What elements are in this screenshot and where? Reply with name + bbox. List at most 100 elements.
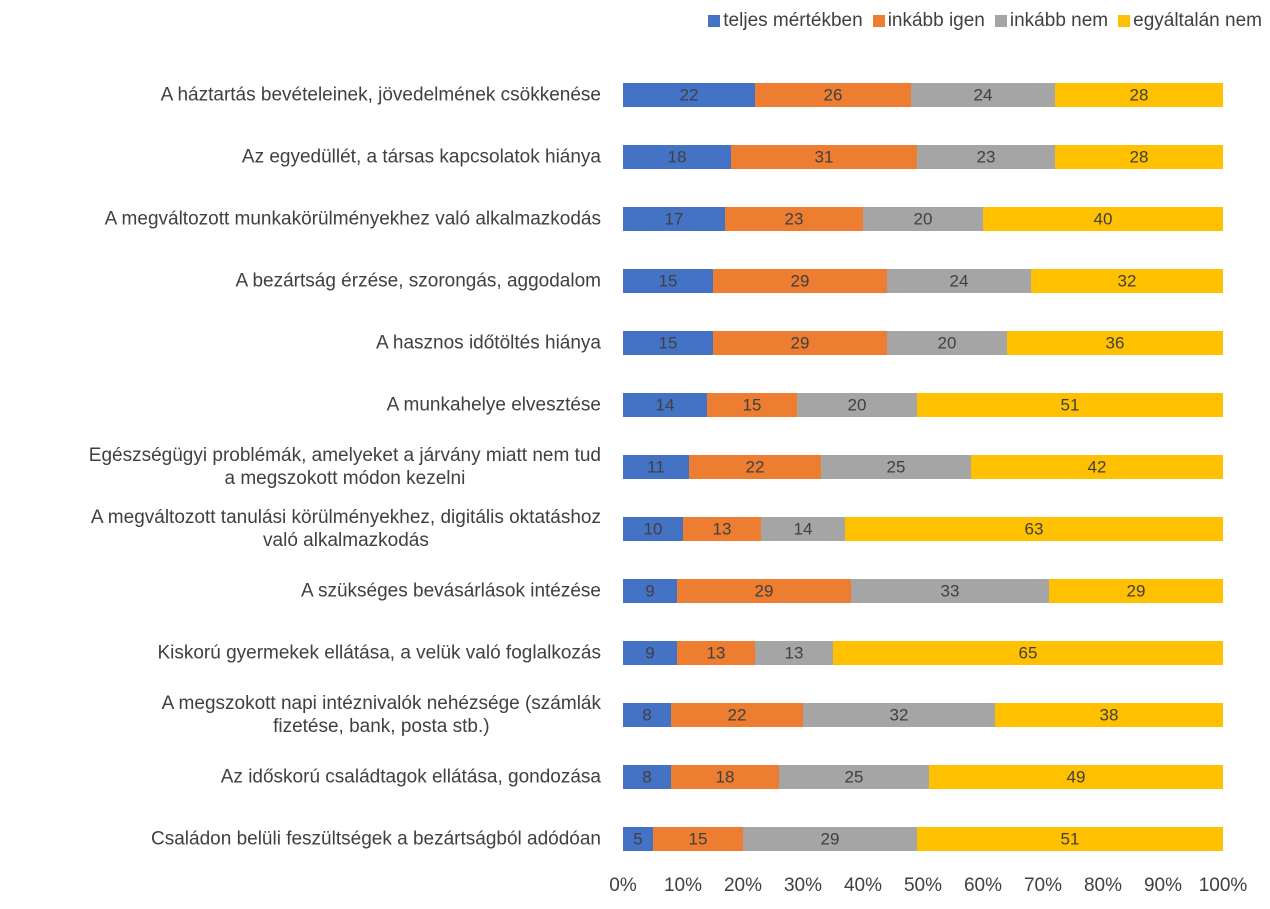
bar-segment [917,827,1223,851]
data-label: 28 [1130,147,1149,166]
category-label: A hasznos időtöltés hiánya [376,332,601,354]
data-label: 25 [845,767,864,786]
bar-segment [803,703,995,727]
bar-segment [653,827,743,851]
data-label: 18 [668,147,687,166]
data-label: 49 [1067,767,1086,786]
category-label: Az időskorú családtagok ellátása, gondoz… [220,766,601,788]
data-label: 40 [1094,209,1113,228]
bar-segment [623,827,653,851]
data-label: 15 [659,271,678,290]
bar-segment [623,269,713,293]
bar-segment [623,517,683,541]
bar-segment [623,331,713,355]
data-label: 20 [938,333,957,352]
bar-segment [623,393,707,417]
bar-segment [623,455,689,479]
data-label: 29 [1127,581,1146,600]
data-label: 8 [642,767,651,786]
data-label: 11 [647,457,665,476]
data-label: 20 [848,395,867,414]
category-label: A szükséges bevásárlások intézése [301,580,601,602]
category-label: Kiskorú gyermekek ellátása, a velük való… [157,642,601,664]
legend-label: teljes mértékben [723,10,863,31]
bar-segment [743,827,917,851]
data-label: 23 [977,147,996,166]
category-label: A megváltozott tanulási körülményekhez, … [90,507,601,551]
bar-segment [623,703,671,727]
bar-segment [971,455,1223,479]
data-label: 14 [656,395,675,414]
bar-segment [623,207,725,231]
bar-segment [917,393,1223,417]
bar-segment [983,207,1223,231]
data-label: 22 [746,457,765,476]
bar-segment [671,703,803,727]
bar-segment [725,207,863,231]
data-label: 51 [1061,395,1080,414]
x-tick-label: 30% [784,875,822,896]
bar-segment [623,579,677,603]
bar-segment [917,145,1055,169]
category-label: A bezártság érzése, szorongás, aggodalom [235,270,601,292]
data-label: 51 [1061,829,1080,848]
bar-segment [713,331,887,355]
x-tick-label: 60% [964,875,1002,896]
data-label: 13 [707,643,726,662]
data-label: 29 [791,271,810,290]
x-tick-label: 10% [664,875,702,896]
legend: teljes mértékben inkább igen inkább nem egy… [708,10,1262,32]
data-label: 20 [914,209,933,228]
data-label: 65 [1019,643,1038,662]
legend-swatch [994,15,1007,27]
data-label: 14 [794,519,813,538]
data-label: 31 [815,147,834,166]
bar-segment [713,269,887,293]
legend-item: inkább igen [872,10,985,32]
bar-segment [755,641,833,665]
bar-segment [797,393,917,417]
bar-segment [887,269,1031,293]
data-label: 10 [644,519,663,538]
data-label: 8 [642,705,651,724]
bar-segment [671,765,779,789]
data-label: 13 [713,519,732,538]
x-tick-label: 70% [1024,875,1062,896]
data-label: 24 [950,271,969,290]
x-tick-label: 100% [1199,875,1248,896]
bar-segment [683,517,761,541]
legend-label: egyáltalán nem [1133,10,1262,31]
bar-segment [761,517,845,541]
bar-segment [623,83,755,107]
data-label: 15 [689,829,708,848]
data-label: 29 [755,581,774,600]
legend-item: teljes mértékben [708,10,863,32]
bar-segment [623,145,731,169]
data-label: 15 [659,333,678,352]
data-label: 18 [716,767,735,786]
x-tick-label: 20% [724,875,762,896]
bar-segment [731,145,917,169]
data-label: 36 [1106,333,1125,352]
data-label: 63 [1025,519,1044,538]
data-label: 9 [645,643,654,662]
data-label: 25 [887,457,906,476]
data-label: 32 [1118,271,1137,290]
data-label: 5 [633,829,642,848]
bar-segment [887,331,1007,355]
category-label: A munkahelye elvesztése [386,394,601,416]
bar-segment [851,579,1049,603]
legend-label: inkább nem [1009,10,1109,31]
bar-segment [845,517,1223,541]
bar-segment [689,455,821,479]
x-tick-label: 0% [609,875,637,896]
data-label: 24 [974,85,993,104]
data-label: 33 [941,581,960,600]
legend-item: inkább nem [994,10,1109,32]
bar-segment [755,83,911,107]
bar-segment [821,455,971,479]
category-label: A megváltozott munkakörülményekhez való … [104,208,601,230]
legend-item: egyáltalán nem [1118,10,1262,32]
legend-swatch [1118,15,1131,27]
